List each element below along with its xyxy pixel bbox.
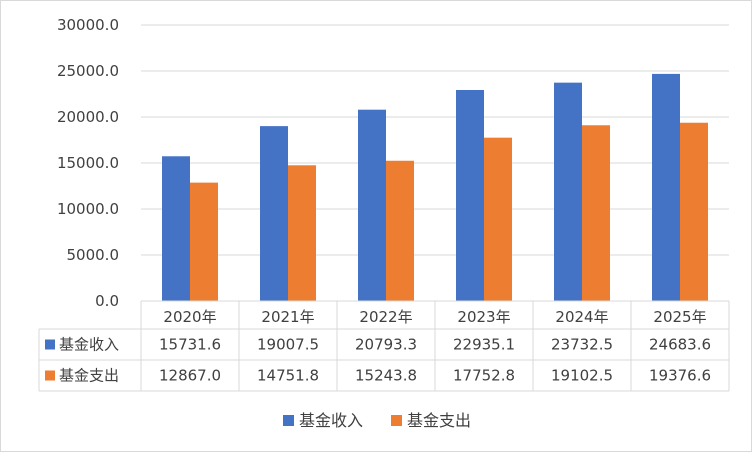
y-tick-label: 5000.0: [67, 246, 120, 264]
bar-income: [652, 73, 680, 301]
table-value: 19102.5: [551, 367, 613, 385]
x-category-label: 2024年: [555, 308, 608, 326]
y-tick-label: 0.0: [95, 292, 119, 310]
table-value: 15243.8: [355, 367, 417, 385]
table-value: 20793.3: [355, 336, 417, 354]
bar-expense: [386, 160, 414, 301]
y-tick-label: 20000.0: [57, 108, 119, 126]
table-value: 12867.0: [159, 367, 221, 385]
legend-swatch: [391, 415, 402, 426]
y-tick-label: 30000.0: [57, 16, 119, 34]
bar-expense: [288, 165, 316, 301]
bar-income: [260, 126, 288, 301]
table-value: 17752.8: [453, 367, 515, 385]
x-category-label: 2023年: [457, 308, 510, 326]
legend-label: 基金收入: [299, 411, 363, 430]
table-value: 22935.1: [453, 336, 515, 354]
table-value: 15731.6: [159, 336, 221, 354]
legend-label: 基金支出: [407, 411, 471, 430]
bar-expense: [680, 122, 708, 301]
table-legend-swatch: [45, 370, 55, 381]
y-tick-label: 15000.0: [57, 154, 119, 172]
bar-income: [162, 156, 190, 301]
bar-income: [358, 109, 386, 302]
table-value: 19007.5: [257, 336, 319, 354]
table-value: 14751.8: [257, 367, 319, 385]
table-value: 19376.6: [649, 367, 711, 385]
bar-expense: [190, 182, 218, 301]
table-series-name: 基金支出: [59, 367, 119, 385]
bar-income: [554, 82, 582, 301]
y-tick-label: 10000.0: [57, 200, 119, 218]
x-category-label: 2020年: [163, 308, 216, 326]
table-value: 24683.6: [649, 336, 711, 354]
y-tick-label: 25000.0: [57, 62, 119, 80]
x-category-label: 2025年: [653, 308, 706, 326]
bar-expense: [484, 137, 512, 301]
table-value: 23732.5: [551, 336, 613, 354]
bar-expense: [582, 125, 610, 302]
x-category-label: 2021年: [261, 308, 314, 326]
table-series-name: 基金收入: [59, 336, 119, 354]
table-legend-swatch: [45, 339, 55, 350]
x-category-label: 2022年: [359, 308, 412, 326]
legend-swatch: [283, 415, 294, 426]
bar-income: [456, 89, 484, 302]
